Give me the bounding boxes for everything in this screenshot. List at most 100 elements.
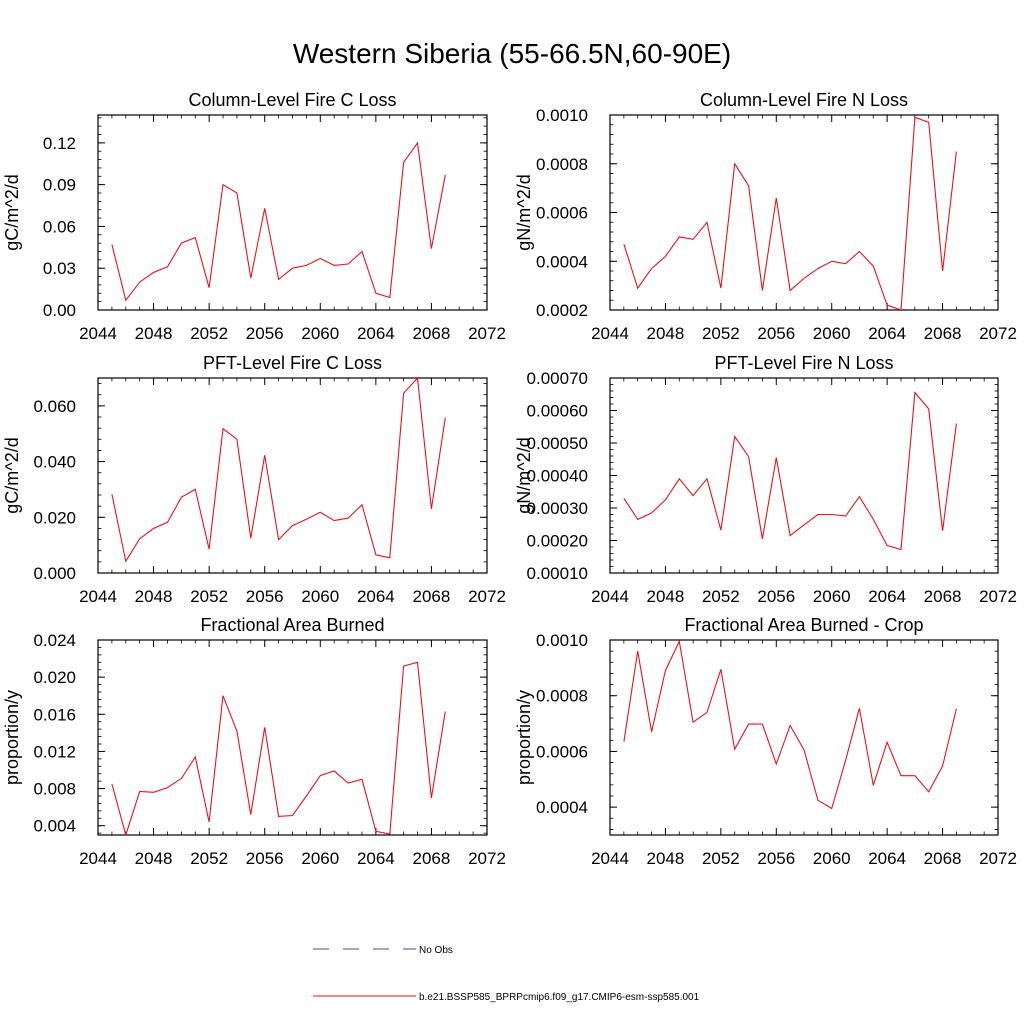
chart-panel: 2044 2048 2052 2056 2060 2064 2068 2072 0.0002 0.…	[514, 90, 1017, 343]
x-tick-label: 2060	[813, 324, 851, 343]
plot-frame	[609, 377, 999, 574]
y-axis-label: gN/m^2/d	[514, 174, 534, 250]
y-axis-label: gC/m^2/d	[2, 174, 22, 250]
y-tick-label: 0.012	[33, 742, 76, 761]
x-tick-label: 2072	[979, 849, 1017, 868]
series-line	[623, 116, 957, 310]
x-tick-label: 2060	[301, 587, 339, 606]
y-tick-label: 0.00040	[527, 467, 588, 486]
x-tick-label: 2048	[135, 849, 173, 868]
y-tick-label: 0.0008	[536, 155, 588, 174]
y-tick-label: 0.03	[43, 259, 76, 278]
x-tick-label: 2060	[813, 849, 851, 868]
x-tick-label: 2064	[357, 849, 395, 868]
x-tick-label: 2056	[246, 324, 284, 343]
plot-frame	[97, 114, 488, 311]
y-axis-label: gN/m^2/d	[514, 437, 534, 513]
x-tick-label: 2048	[647, 587, 685, 606]
x-tick-label: 2072	[468, 324, 506, 343]
y-tick-label: 0.12	[43, 134, 76, 153]
legend: No Obs b.e21.BSSP585_BPRPcmip6.f09_g17.CM…	[313, 945, 700, 1003]
y-tick-label: 0.0006	[536, 742, 588, 761]
y-tick-label: 0.06	[43, 217, 76, 236]
legend-label: No Obs	[419, 945, 453, 956]
plot-frame	[97, 639, 488, 836]
plot-frame	[97, 377, 488, 574]
chart-panel: 2044 2048 2052 2056 2060 2064 2068 2072 0.00010 0…	[514, 353, 1017, 606]
x-tick-label: 2064	[357, 324, 395, 343]
x-tick-label: 2068	[413, 587, 451, 606]
x-tick-label: 2056	[757, 324, 795, 343]
plot-frame	[609, 639, 999, 836]
x-tick-label: 2072	[979, 324, 1017, 343]
series-line	[111, 661, 446, 835]
legend-label: b.e21.BSSP585_BPRPcmip6.f09_g17.CMIP6-es…	[419, 992, 700, 1003]
x-tick-label: 2044	[591, 324, 629, 343]
y-tick-label: 0.0006	[536, 204, 588, 223]
y-tick-label: 0.000	[33, 564, 76, 583]
series-line	[623, 391, 957, 551]
panel-title: PFT-Level Fire C Loss	[203, 353, 382, 373]
y-tick-label: 0.00020	[527, 532, 588, 551]
x-tick-label: 2052	[190, 849, 228, 868]
x-tick-label: 2060	[301, 849, 339, 868]
x-tick-label: 2056	[246, 849, 284, 868]
x-tick-label: 2044	[79, 324, 117, 343]
y-tick-label: 0.020	[33, 508, 76, 527]
y-tick-label: 0.0008	[536, 687, 588, 706]
y-tick-label: 0.040	[33, 453, 76, 472]
x-tick-label: 2068	[413, 849, 451, 868]
panel-title: Fractional Area Burned	[200, 615, 384, 635]
x-tick-label: 2044	[591, 849, 629, 868]
x-tick-label: 2064	[868, 587, 906, 606]
x-tick-label: 2064	[357, 587, 395, 606]
x-tick-label: 2056	[246, 587, 284, 606]
series-line	[111, 141, 446, 302]
x-tick-label: 2044	[591, 587, 629, 606]
chart-panel: 2044 2048 2052 2056 2060 2064 2068 2072 0.00 0.03…	[2, 90, 506, 343]
y-tick-label: 0.016	[33, 705, 76, 724]
x-tick-label: 2048	[135, 324, 173, 343]
chart-panel: 2044 2048 2052 2056 2060 2064 2068 2072 0.0004 0.…	[514, 615, 1017, 868]
x-tick-label: 2068	[413, 324, 451, 343]
y-tick-label: 0.060	[33, 397, 76, 416]
x-tick-label: 2060	[813, 587, 851, 606]
x-tick-label: 2052	[190, 324, 228, 343]
chart-panel: 2044 2048 2052 2056 2060 2064 2068 2072 0.000 0.0…	[2, 353, 506, 606]
x-tick-label: 2068	[924, 587, 962, 606]
x-tick-label: 2056	[757, 587, 795, 606]
y-tick-label: 0.0010	[536, 631, 588, 650]
y-tick-label: 0.0004	[536, 798, 588, 817]
panel-title: PFT-Level Fire N Loss	[714, 353, 893, 373]
panel-title: Column-Level Fire C Loss	[188, 90, 396, 110]
y-tick-label: 0.008	[33, 780, 76, 799]
y-tick-label: 0.00030	[527, 499, 588, 518]
y-tick-label: 0.004	[33, 817, 76, 836]
x-tick-label: 2072	[468, 587, 506, 606]
y-tick-label: 0.020	[33, 668, 76, 687]
x-tick-label: 2052	[702, 587, 740, 606]
series-line	[111, 378, 446, 563]
panel-title: Fractional Area Burned - Crop	[684, 615, 923, 635]
y-tick-label: 0.0010	[536, 106, 588, 125]
x-tick-label: 2056	[757, 849, 795, 868]
y-axis-label: gC/m^2/d	[2, 437, 22, 513]
x-tick-label: 2048	[647, 849, 685, 868]
y-tick-label: 0.00050	[527, 434, 588, 453]
x-tick-label: 2064	[868, 324, 906, 343]
y-tick-label: 0.00060	[527, 402, 588, 421]
plot-frame	[609, 114, 999, 311]
y-tick-label: 0.09	[43, 176, 76, 195]
main-title: Western Siberia (55-66.5N,60-90E)	[292, 38, 732, 69]
y-tick-label: 0.0002	[536, 301, 588, 320]
y-tick-label: 0.00010	[527, 564, 588, 583]
y-axis-label: proportion/y	[2, 690, 22, 785]
x-tick-label: 2052	[702, 324, 740, 343]
x-tick-label: 2044	[79, 849, 117, 868]
chart-panel: 2044 2048 2052 2056 2060 2064 2068 2072 0.004 0.0…	[2, 615, 506, 868]
x-tick-label: 2060	[301, 324, 339, 343]
x-tick-label: 2072	[979, 587, 1017, 606]
y-axis-label: proportion/y	[514, 690, 534, 785]
y-tick-label: 0.00	[43, 301, 76, 320]
